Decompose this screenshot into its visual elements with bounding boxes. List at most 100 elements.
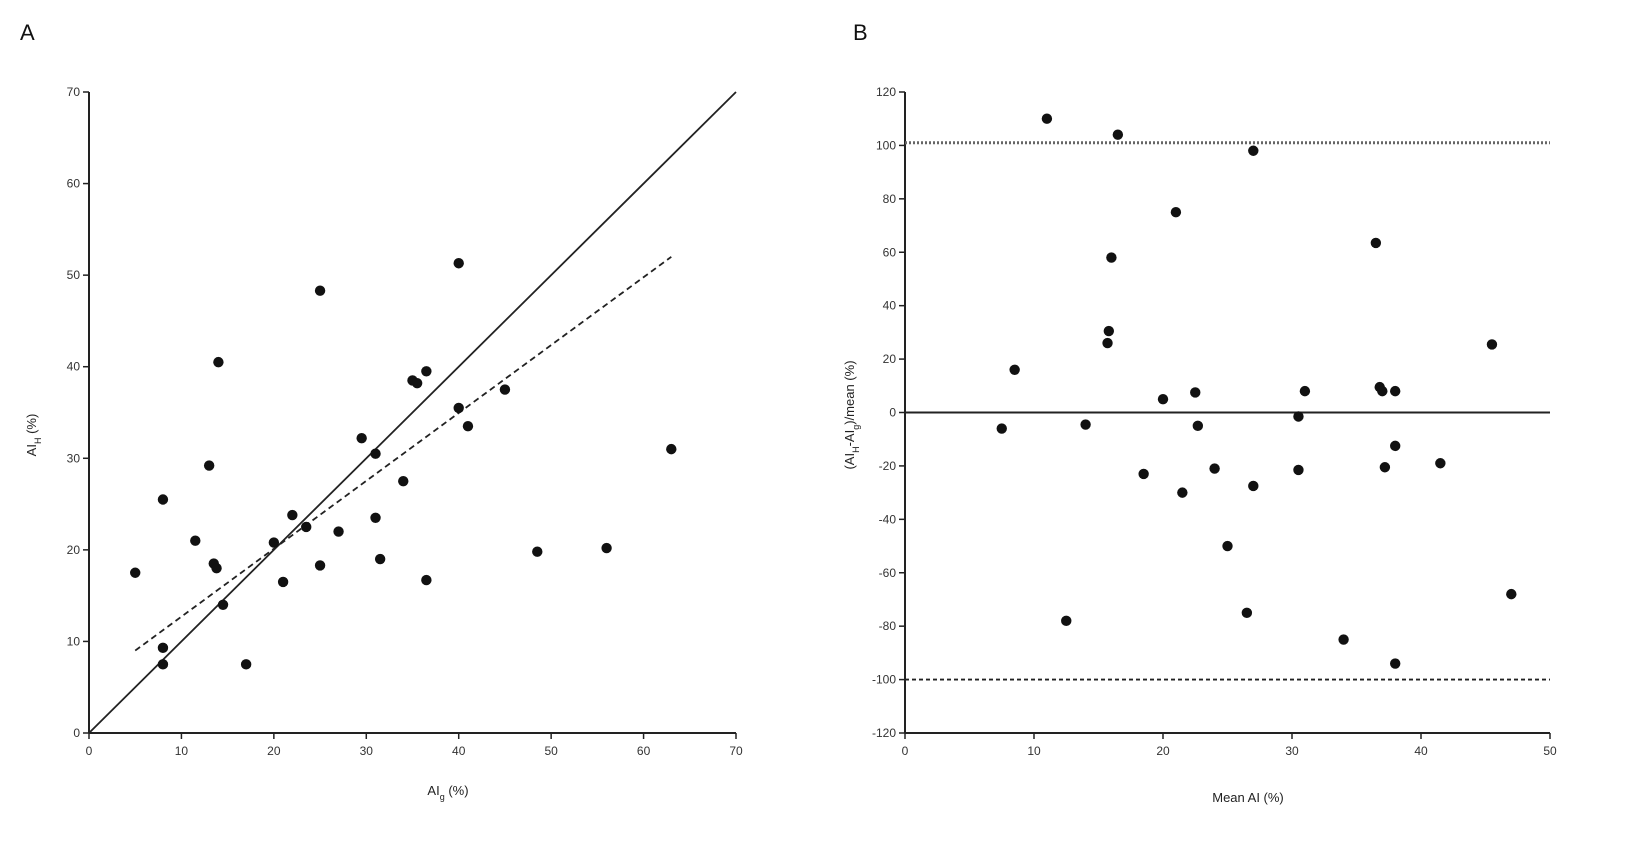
panel-b-data-point — [1209, 463, 1220, 474]
panel-b-data-point — [1041, 113, 1053, 124]
panel-a-y-tick-label: 40 — [67, 360, 81, 374]
panel-b-y-tick-label: -80 — [879, 619, 897, 633]
panel-a-data-point — [532, 546, 543, 557]
panel-a-y-tick-label: 60 — [67, 177, 81, 191]
panel-b-data-point — [1390, 440, 1401, 452]
panel-b-letter: B — [853, 20, 868, 45]
panel-a-plot: 0 10 20 30 40 50 60 70 0 10 20 30 40 50 60 70 — [67, 85, 743, 758]
panel-b-data-point — [1177, 487, 1188, 498]
panel-a-data-point — [217, 599, 229, 610]
panel-b-data-point — [1157, 393, 1169, 405]
panel-a-letter: A — [20, 20, 35, 45]
panel-a-data-point — [666, 443, 677, 455]
panel-a-data-point — [370, 512, 381, 524]
panel-b-y-tick-label: -40 — [879, 512, 897, 526]
panel-a-data-point — [462, 421, 474, 432]
panel-b-data-point — [1241, 607, 1253, 619]
panel-b: B -120 -100 -80 -60 -40 -20 0 20 40 60 80 100 120 0 10… — [842, 20, 1557, 805]
panel-b-y-tick-label: -100 — [872, 673, 896, 687]
panel-b-data-point — [1138, 468, 1149, 480]
panel-b-x-tick-label: 20 — [1156, 744, 1170, 758]
panel-a-x-tick-label: 10 — [175, 744, 189, 758]
panel-a-data-point — [211, 562, 222, 574]
panel-a-data-point — [374, 553, 386, 565]
panel-b-y-axis-title: (AIH-AIg)/mean (%) — [842, 360, 861, 469]
panel-a-data-point — [268, 537, 280, 548]
panel-a-data-point — [190, 535, 201, 546]
panel-a-x-tick-label: 0 — [86, 744, 93, 758]
panel-a-data-point — [287, 509, 298, 521]
panel-b-data-point — [1248, 145, 1259, 156]
panel-a-x-tick-label: 70 — [729, 744, 743, 758]
panel-a-y-tick-label: 30 — [67, 451, 81, 465]
panel-b-y-tick-label: 120 — [876, 85, 896, 99]
panel-a-data-point — [157, 659, 169, 670]
panel-a-data-point — [411, 377, 423, 389]
panel-a-y-tick-label: 20 — [67, 543, 81, 557]
panel-a-data-point — [203, 460, 215, 471]
panel-a-data-point — [499, 384, 511, 395]
panel-b-data-point — [1506, 588, 1517, 600]
panel-a-data-point — [356, 432, 367, 444]
panel-a-x-tick-label: 40 — [452, 744, 466, 758]
panel-a-x-axis-title: AIg (%) — [427, 783, 468, 802]
panel-a-data-point — [314, 285, 326, 296]
panel-a: A 0 10 20 30 40 50 60 70 0 10 20 30 40 50 60 70 AIg (%)… — [20, 20, 743, 802]
panel-b-data-point — [1390, 658, 1401, 669]
panel-b-y-tick-label: -120 — [872, 726, 896, 740]
panel-a-data-point — [421, 574, 432, 586]
panel-a-y-tick-label: 0 — [73, 726, 80, 740]
panel-b-data-point — [1299, 385, 1311, 397]
panel-b-x-tick-label: 50 — [1543, 744, 1557, 758]
panel-a-data-point — [453, 402, 464, 414]
panel-b-data-point — [1293, 411, 1304, 422]
panel-a-data-point — [601, 542, 612, 554]
panel-a-data-point — [453, 258, 464, 269]
panel-a-data-point — [314, 560, 326, 571]
panel-b-data-point — [1009, 364, 1020, 375]
panel-a-x-tick-label: 20 — [267, 744, 281, 758]
panel-b-x-tick-label: 40 — [1414, 744, 1428, 758]
panel-b-data-point — [996, 423, 1007, 434]
panel-a-data-point — [421, 366, 432, 377]
panel-a-data-point — [398, 475, 409, 487]
panel-b-data-point — [1103, 325, 1115, 337]
panel-b-data-point — [1222, 540, 1233, 552]
panel-b-x-tick-label: 30 — [1285, 744, 1299, 758]
panel-b-y-tick-label: 20 — [883, 352, 897, 366]
panel-a-data-point — [301, 521, 312, 533]
panel-b-x-axis-title: Mean AI (%) — [1212, 790, 1284, 805]
panel-a-data-point — [240, 659, 252, 670]
panel-b-data-point — [1192, 420, 1204, 432]
panel-b-data-point — [1190, 387, 1201, 398]
panel-b-y-tick-label: 0 — [889, 406, 896, 420]
panel-a-solid-line — [88, 91, 737, 734]
panel-b-y-tick-label: 80 — [883, 192, 897, 206]
panel-a-data-point — [333, 526, 344, 537]
panel-a-data-point — [157, 642, 169, 654]
panel-a-data-point — [213, 356, 224, 368]
panel-b-data-point — [1061, 615, 1072, 627]
panel-b-y-tick-label: 60 — [883, 245, 897, 259]
panel-b-data-point — [1390, 385, 1401, 397]
panel-a-data-point — [157, 494, 169, 505]
panel-b-data-point — [1370, 237, 1382, 249]
panel-b-y-tick-label: 40 — [883, 299, 897, 313]
panel-a-data-point — [130, 567, 141, 578]
panel-a-y-axis-title: AIH (%) — [24, 414, 43, 457]
panel-b-y-tick-label: -60 — [879, 566, 897, 580]
panel-a-data-point — [277, 576, 289, 588]
panel-a-data-point — [370, 448, 381, 459]
panel-b-x-tick-label: 0 — [902, 744, 909, 758]
panel-b-data-point — [1435, 458, 1446, 469]
panel-b-data-point — [1102, 337, 1113, 349]
panel-b-x-tick-label: 10 — [1027, 744, 1041, 758]
panel-b-data-point — [1248, 480, 1259, 492]
panel-b-data-point — [1377, 385, 1388, 397]
panel-b-data-point — [1293, 464, 1304, 476]
panel-a-x-tick-label: 50 — [544, 744, 558, 758]
panel-b-data-point — [1170, 206, 1182, 218]
panel-a-y-tick-label: 50 — [67, 268, 81, 282]
panel-a-x-tick-label: 30 — [360, 744, 374, 758]
